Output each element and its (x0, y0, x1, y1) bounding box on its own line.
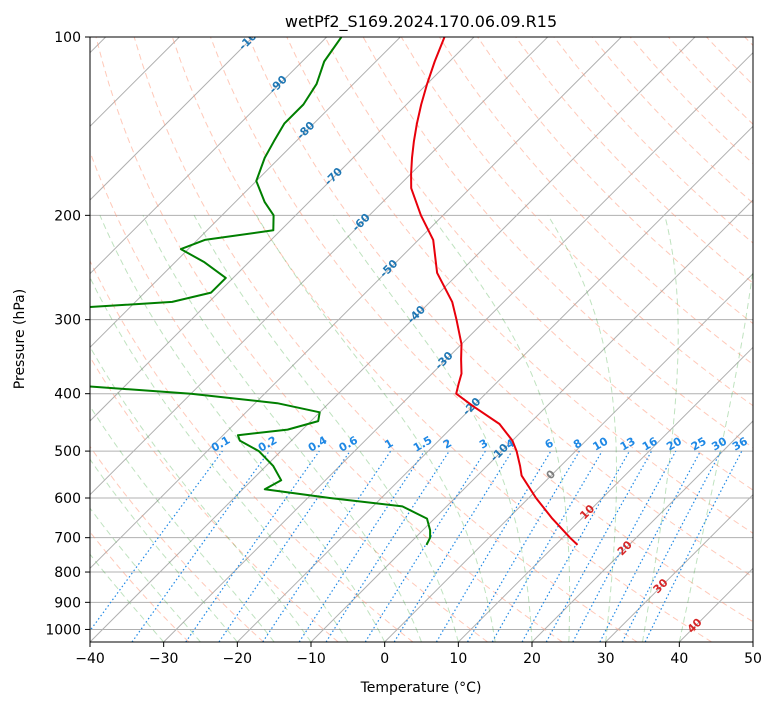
y-tick-label: 600 (54, 491, 81, 507)
isotherm-line (605, 493, 753, 642)
mixing-ratio-line (572, 450, 677, 642)
moist-adiabat (142, 215, 422, 642)
dry-adiabat (248, 37, 753, 578)
isotherm-line (90, 37, 475, 422)
y-tick-label: 400 (54, 387, 81, 403)
moist-adiabat (430, 215, 571, 642)
x-tick-label: 40 (670, 651, 688, 667)
y-tick-label: 700 (54, 531, 81, 547)
y-tick-label: 100 (54, 30, 81, 46)
dry-adiabat (90, 356, 339, 642)
moist-adiabat (193, 215, 459, 642)
dry-adiabat (286, 37, 753, 534)
isotherm-line (90, 37, 696, 642)
dry-adiabat (133, 37, 638, 642)
mixing-ratio-line (545, 450, 653, 642)
y-tick-label: 800 (54, 565, 81, 581)
y-tick-label: 300 (54, 313, 81, 329)
chart-title: wetPf2_S169.2024.170.06.09.R15 (285, 12, 557, 32)
isotherm-line (163, 51, 753, 642)
x-tick-label: −30 (149, 651, 179, 667)
mixing-ratio-line (325, 450, 450, 642)
isotherm-line (90, 37, 254, 201)
x-tick-label: 10 (449, 651, 467, 667)
dry-adiabat (324, 37, 753, 491)
y-tick-label: 500 (54, 444, 81, 460)
dewpoint-profile (90, 37, 432, 546)
y-tick-label: 200 (54, 208, 81, 224)
moist-adiabat (678, 265, 753, 642)
isotherm-line (531, 420, 753, 642)
isotherm-line (457, 346, 753, 642)
moist-adiabat (99, 215, 386, 642)
mixing-ratio-line (393, 450, 513, 642)
x-tick-label: −20 (223, 651, 253, 667)
isotherm-line (236, 125, 753, 642)
x-tick-label: −10 (296, 651, 326, 667)
dry-adiabat (515, 37, 753, 284)
moist-adiabat (547, 215, 617, 642)
plot-frame (89, 36, 754, 643)
moist-adiabat (90, 405, 275, 642)
x-axis-label: Temperature (°C) (360, 680, 482, 696)
isotherm-line (384, 272, 753, 642)
mixing-ratio-line (185, 450, 320, 642)
moist-adiabat (90, 345, 312, 642)
x-tick-label: 20 (523, 651, 541, 667)
y-tick-label: 1000 (45, 622, 81, 638)
moist-adiabat (333, 215, 533, 642)
isotherm-line (90, 37, 328, 275)
mixing-ratio-line (218, 450, 351, 642)
mixing-ratio-line (298, 450, 425, 642)
dry-adiabat (210, 37, 753, 623)
x-tick-label: 50 (744, 651, 762, 667)
moist-adiabat (90, 458, 238, 642)
moist-adiabat (642, 215, 679, 642)
axes: −40 −30 −20 −10 0 10 20 30 40 50 100 200 300 400 500 60… (45, 30, 762, 667)
x-tick-label: −40 (75, 651, 105, 667)
temperature-profile (410, 37, 579, 546)
plot-area: 0.1 0.2 0.4 0.6 1 1.5 2 3 4 6 8 10 13 16 20 25 30 36-100-… (90, 37, 753, 642)
mixing-ratio-line (644, 450, 743, 642)
x-tick-label: 0 (380, 651, 389, 667)
dry-adiabat (171, 37, 712, 642)
mixing-ratio-line (90, 450, 223, 632)
y-axis-label: Pressure (hPa) (12, 289, 28, 389)
dry-adiabat (90, 445, 264, 642)
isotherm-line (90, 37, 549, 496)
mixing-ratio-line (262, 450, 392, 642)
dry-adiabat (90, 259, 414, 642)
x-tick-label: 30 (597, 651, 615, 667)
mixing-ratio-line (131, 450, 270, 642)
y-tick-label: 900 (54, 595, 81, 611)
dry-adiabat (95, 37, 563, 642)
isotherm-line (90, 37, 622, 570)
mixing-ratio-line (521, 450, 631, 642)
isotherm-line (90, 37, 401, 349)
